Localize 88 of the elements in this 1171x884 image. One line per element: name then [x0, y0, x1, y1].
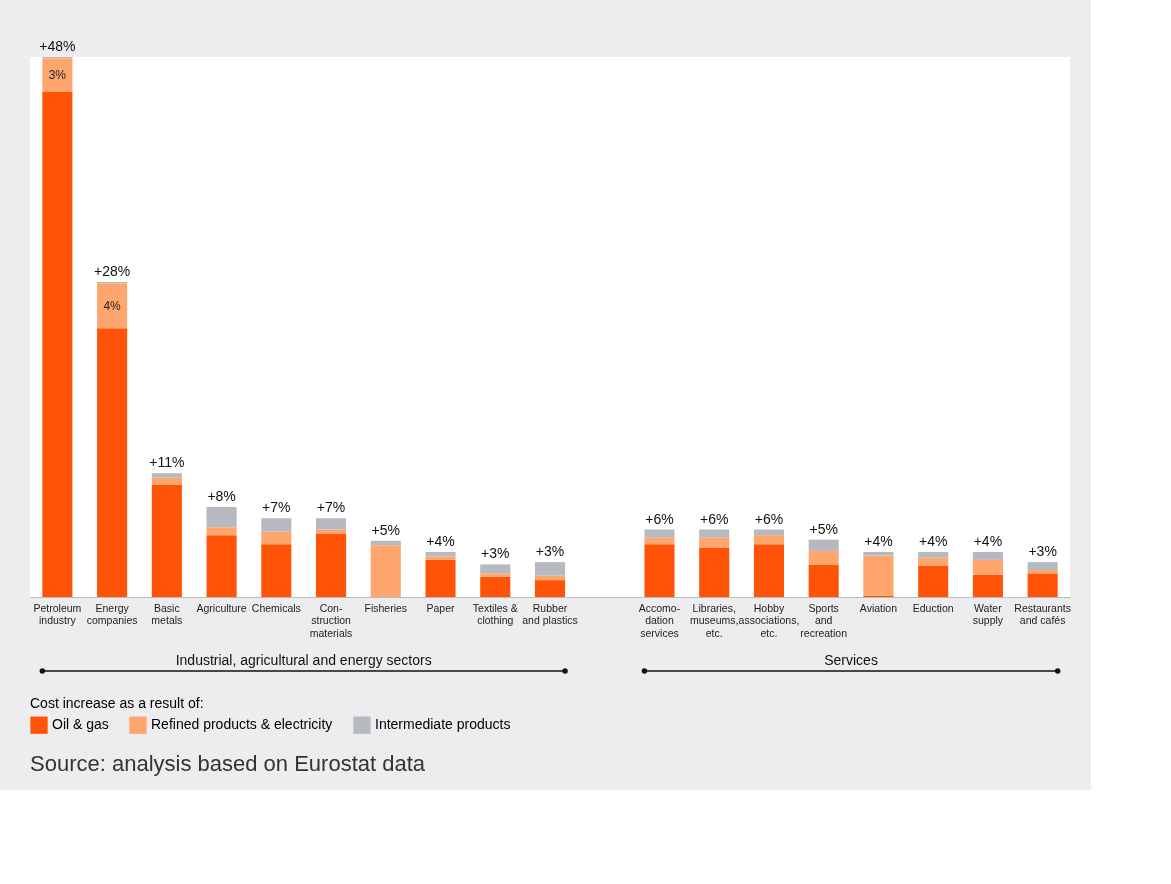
bar [1027, 573, 1058, 597]
x-tick-label: Petroleum industry [33, 601, 82, 626]
bar [42, 91, 73, 597]
x-tick-label: Restaurants and cafés [1014, 601, 1071, 626]
legend-label: Intermediate products [375, 716, 511, 733]
x-tick-label: Water supply [972, 601, 1004, 626]
bar [918, 565, 949, 597]
bar [863, 555, 894, 596]
x-tick-label: Accomo- dation services [638, 601, 681, 639]
total-label: +28% [94, 263, 131, 279]
bar [261, 518, 292, 532]
x-tick-label: Hobby associations, etc. [738, 601, 800, 639]
bar [644, 529, 675, 538]
source-note: Source: analysis based on Eurostat data [30, 751, 426, 776]
bar [480, 573, 511, 577]
total-label: +7% [262, 499, 291, 516]
bar [808, 564, 839, 597]
bar [534, 580, 566, 597]
total-label: +6% [700, 510, 729, 527]
total-label: +5% [809, 520, 838, 537]
total-label: +6% [645, 510, 674, 527]
data-label: 3% [48, 68, 67, 82]
bar [97, 328, 128, 597]
bar [534, 562, 566, 576]
total-label: +4% [426, 533, 455, 549]
bar [753, 544, 784, 597]
total-label: +6% [754, 510, 784, 527]
bar [699, 537, 730, 548]
bar [972, 559, 1003, 575]
bar [972, 574, 1003, 597]
bar [1027, 562, 1058, 570]
legend-title: Cost increase as a result of: [30, 695, 204, 711]
bar [97, 283, 128, 329]
bar [370, 545, 401, 597]
x-tick-label: Textiles & clothing [472, 601, 518, 626]
bar [753, 535, 784, 545]
total-label: +3% [1028, 543, 1057, 560]
x-tick-label: Energy companies [86, 601, 138, 626]
x-tick-label: Fisheries [364, 601, 408, 614]
bar [425, 559, 456, 597]
bar [480, 564, 511, 574]
bar [425, 552, 456, 557]
bar [808, 539, 839, 551]
bar [206, 527, 237, 536]
x-tick-label: Aviation [859, 601, 898, 614]
total-label: +3% [481, 545, 510, 562]
legend-label: Oil & gas [52, 716, 109, 733]
x-tick-label: Basic metals [151, 601, 183, 626]
total-label: +3% [535, 543, 565, 560]
bar [808, 550, 839, 565]
x-tick-label: Paper [426, 601, 456, 614]
total-label: +4% [864, 533, 893, 549]
text: Services [824, 652, 878, 668]
data-label: 4% [103, 298, 122, 313]
bar [42, 58, 73, 92]
bar [972, 552, 1003, 560]
bar [151, 484, 182, 597]
x-tick-label: Agriculture [196, 601, 247, 614]
total-label: +5% [371, 521, 400, 538]
total-label: +7% [316, 499, 346, 516]
bar [316, 534, 347, 597]
bar [918, 552, 949, 558]
bar [644, 537, 675, 545]
total-label: +48% [39, 38, 76, 54]
bar [206, 507, 237, 528]
bar [425, 556, 456, 560]
bar [644, 544, 675, 597]
total-label: +4% [918, 533, 948, 549]
x-tick-label: Libraries, museums, etc. [689, 601, 739, 639]
x-tick-label: Sports and recreation [800, 601, 848, 639]
bar [261, 531, 292, 545]
x-tick-label: Con- struction materials [309, 601, 353, 639]
bar [151, 473, 182, 478]
legend-label: Refined products & electricity [151, 716, 333, 733]
total-label: +8% [207, 488, 236, 504]
bar [699, 547, 730, 597]
total-label: +4% [973, 533, 1003, 549]
bar [316, 518, 347, 530]
bar [151, 477, 182, 485]
text: Industrial, agricultural and energy sectors [175, 652, 432, 668]
x-tick-label: Rubber and plastics [522, 601, 578, 626]
bar [261, 544, 292, 597]
bar [918, 557, 949, 566]
bar [480, 576, 511, 597]
total-label: +11% [149, 454, 185, 471]
bar [206, 535, 237, 597]
x-tick-label: Chemicals [251, 601, 301, 614]
x-tick-label: Eduction [912, 601, 954, 614]
